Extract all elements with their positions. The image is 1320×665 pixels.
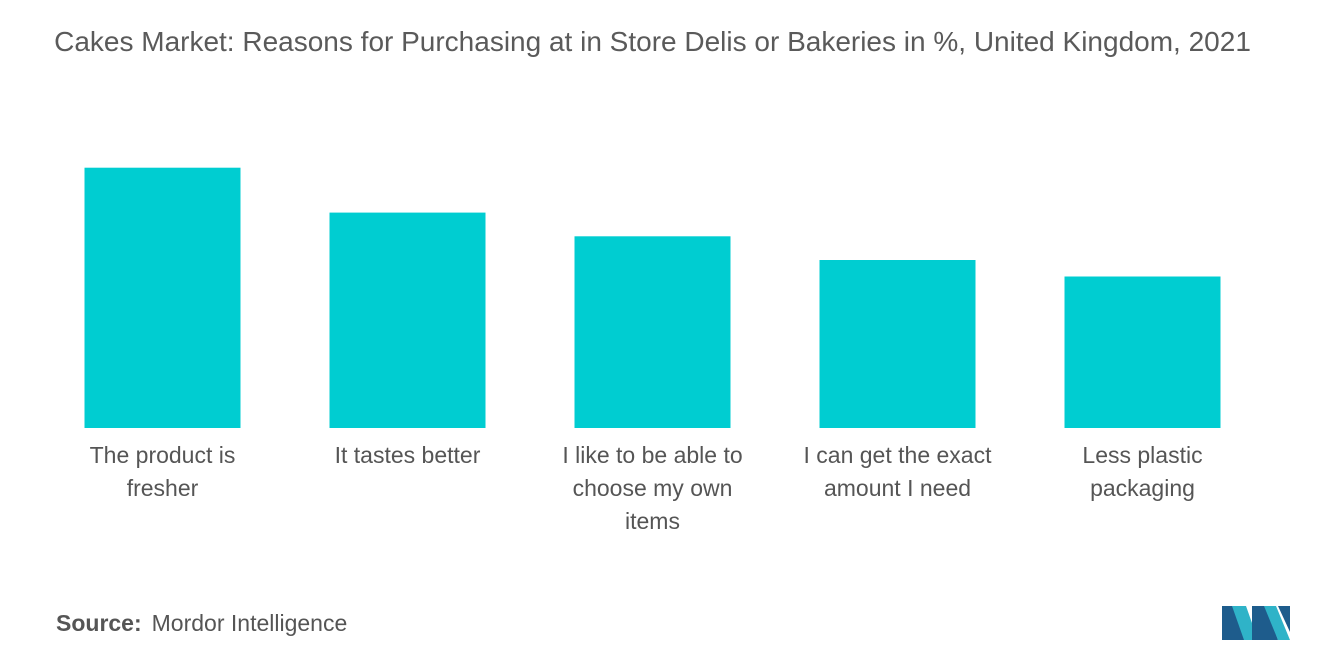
bar-3 [574, 236, 731, 428]
chart-title: Cakes Market: Reasons for Purchasing at … [54, 26, 1251, 57]
bar-5 [1064, 276, 1221, 428]
x-tick-label-4: I can get the exact amount I need [804, 442, 993, 501]
bar-4 [819, 260, 976, 428]
x-tick-label-2: It tastes better [335, 442, 481, 468]
source-value: Mordor Intelligence [151, 610, 348, 636]
x-tick-label-5: Less plastic packaging [1082, 442, 1202, 501]
x-tick-label-1: The product is fresher [90, 442, 236, 501]
mordor-intelligence-logo [1222, 606, 1290, 640]
x-tick-label-3: I like to be able to choose my own items [562, 442, 742, 534]
source-label: Source: [56, 610, 142, 636]
bar-1 [84, 167, 241, 428]
source-note: Source: Mordor Intelligence [56, 610, 347, 637]
bar-2 [329, 212, 486, 428]
